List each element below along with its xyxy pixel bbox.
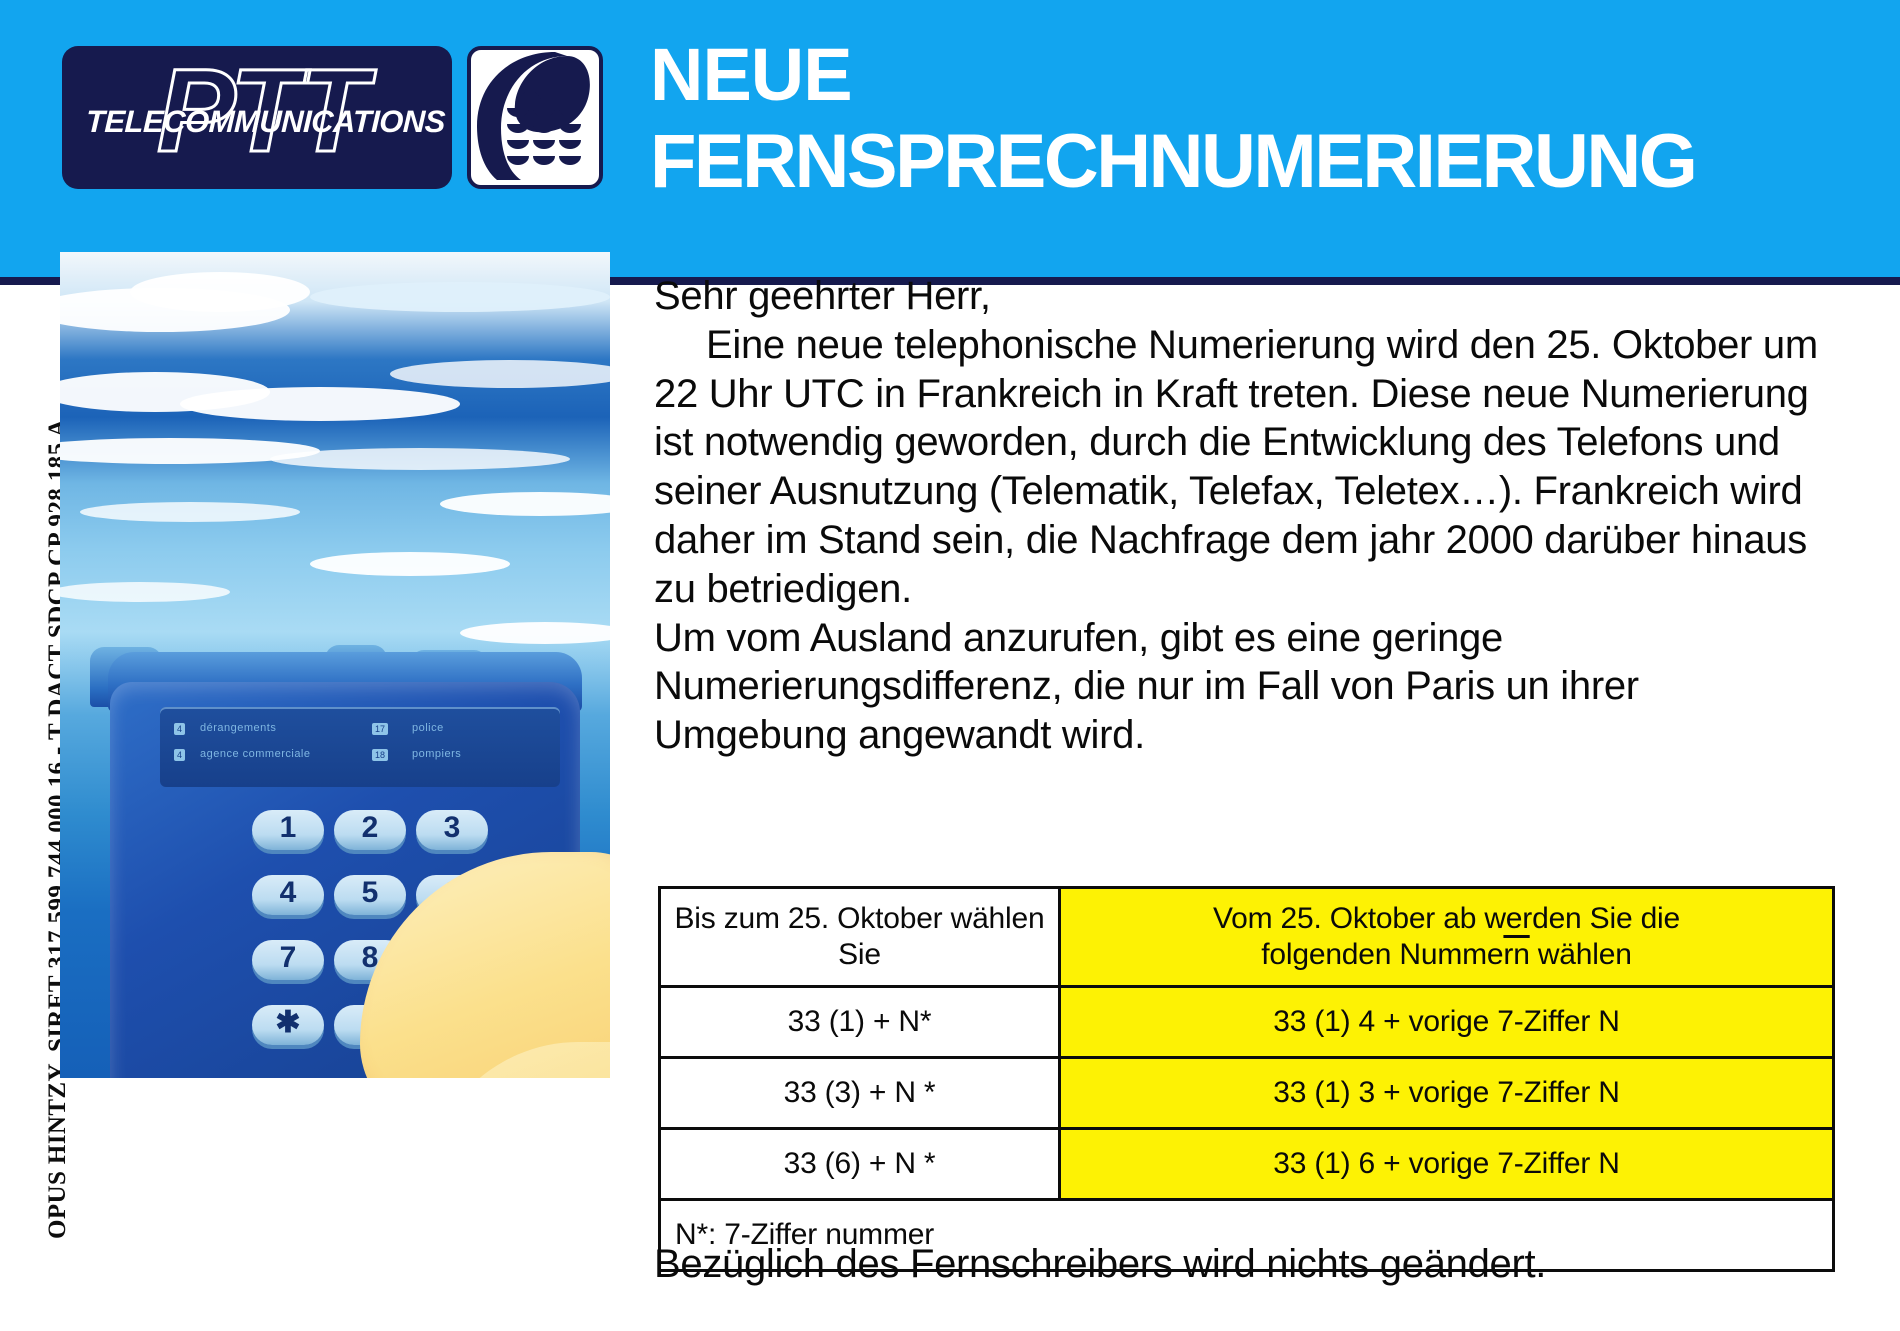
table-cell-new-3: 33 (1) 6 + vorige 7-Ziffer N <box>1058 1127 1835 1201</box>
ptt-monogram: PTT <box>156 46 370 177</box>
keypad-key-3[interactable]: 3 <box>416 810 488 850</box>
cloud-icon <box>80 502 300 522</box>
handset-keypad-icon-svg <box>477 52 590 180</box>
table-cell-new-1: 33 (1) 4 + vorige 7-Ziffer N <box>1058 985 1835 1059</box>
table-cell-old-2: 33 (3) + N * <box>658 1056 1061 1130</box>
table-row: 33 (3) + N * 33 (1) 3 + vorige 7-Ziffer … <box>658 1056 1835 1130</box>
table-cell-new-2: 33 (1) 3 + vorige 7-Ziffer N <box>1058 1056 1835 1130</box>
phone-label-key-1: 4 <box>174 749 186 761</box>
telephone-illustration: 4 dérangements 4 agence commerciale 17 p… <box>60 252 610 1078</box>
cloud-icon <box>270 448 570 470</box>
letter-paragraph-2: Um vom Ausland anzurufen, gibt es eine g… <box>654 615 1639 758</box>
keypad-key-5[interactable]: 5 <box>334 875 406 915</box>
table-header-new-line1: Vom 25. Oktober ab werden Sie die <box>1212 902 1680 935</box>
table-header-new-line2b: rn <box>1503 938 1530 971</box>
letter-body: Sehr geehrter Herr, Eine neue telephonis… <box>654 272 1834 760</box>
cloud-icon <box>390 360 610 388</box>
table-header-old: Bis zum 25. Oktober wählen Sie <box>658 886 1061 988</box>
phone-label-text-3: pompiers <box>412 748 462 760</box>
ptt-brand-word: TELECOMMUNICATIONS <box>85 104 446 139</box>
table-header-new: Vom 25. Oktober ab werden Sie die folgen… <box>1058 886 1835 988</box>
phone-label-key-0: 4 <box>174 723 186 735</box>
table-cell-old-3: 33 (6) + N * <box>658 1127 1061 1201</box>
header-band-underline <box>0 277 1900 285</box>
numbering-table: Bis zum 25. Oktober wählen Sie Vom 25. O… <box>658 886 1835 1272</box>
table-footnote-row: N*: 7-Ziffer nummer <box>658 1198 1835 1272</box>
table-row: 33 (1) + N* 33 (1) 4 + vorige 7-Ziffer N <box>658 985 1835 1059</box>
page-title-line2: FERNSPRECHNUMERIERUNG <box>650 118 1698 204</box>
cloud-icon <box>310 552 510 576</box>
keypad-key-7[interactable]: 7 <box>252 940 324 980</box>
table-row: 33 (6) + N * 33 (1) 6 + vorige 7-Ziffer … <box>658 1127 1835 1201</box>
phone-label-text-2: police <box>412 722 444 734</box>
cloud-icon <box>130 272 310 312</box>
keypad-key-2[interactable]: 2 <box>334 810 406 850</box>
page-title: NEUE FERNSPRECHNUMERIERUNG <box>650 32 1880 206</box>
ptt-logo: PTT TELECOMMUNICATIONS <box>62 46 452 189</box>
table-header-row: Bis zum 25. Oktober wählen Sie Vom 25. O… <box>658 886 1835 988</box>
page-title-line1: NEUE <box>650 33 853 116</box>
cloud-icon <box>60 582 230 602</box>
keypad-key-star[interactable]: ✱ <box>252 1005 324 1045</box>
cloud-icon <box>310 282 610 312</box>
cloud-icon <box>180 387 460 421</box>
phone-label-strip: 4 dérangements 4 agence commerciale 17 p… <box>160 707 560 787</box>
table-cell-old-1: 33 (1) + N* <box>658 985 1061 1059</box>
phone-label-key-3: 18 <box>372 749 389 761</box>
phone-label-text-1: agence commerciale <box>200 748 311 760</box>
phone-label-key-2: 17 <box>372 723 389 735</box>
table-header-new-line2a: folgenden Numme <box>1261 938 1504 971</box>
closing-line: Bezüglich des Fernschreibers wird nichts… <box>654 1242 1547 1286</box>
phone-label-text-0: dérangements <box>200 722 277 734</box>
table-header-new-line2c: wählen <box>1529 938 1632 971</box>
keypad-key-1[interactable]: 1 <box>252 810 324 850</box>
handset-keypad-icon <box>467 46 603 189</box>
cloud-icon <box>460 622 610 644</box>
letter-salutation: Sehr geehrter Herr, <box>654 274 991 318</box>
letter-paragraph-1: Eine neue telephonische Numerierung wird… <box>654 322 1818 611</box>
keypad-key-4[interactable]: 4 <box>252 875 324 915</box>
cloud-icon <box>440 492 610 516</box>
table-footnote: N*: 7-Ziffer nummer <box>658 1198 1835 1272</box>
